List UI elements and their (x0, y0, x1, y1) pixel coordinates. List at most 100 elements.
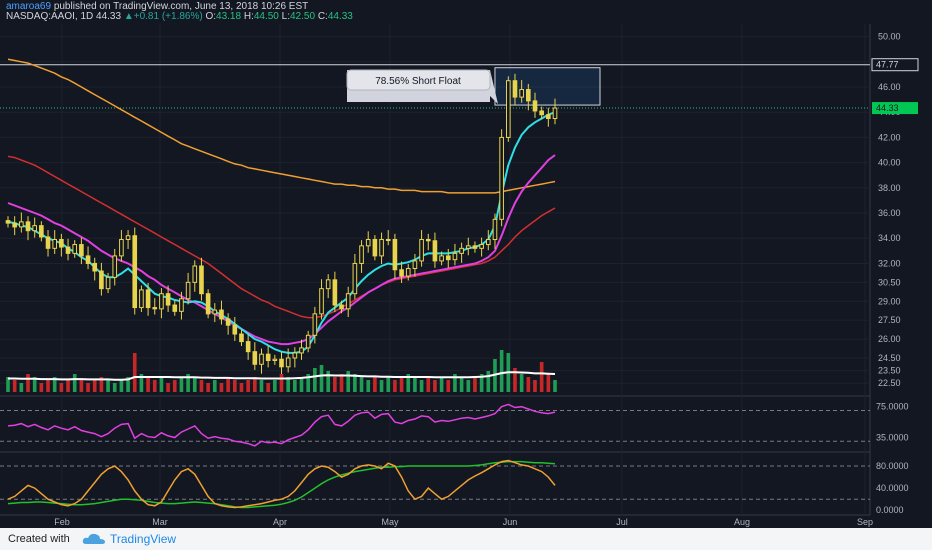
volume-bar (273, 380, 277, 392)
volume-bar (132, 353, 137, 392)
candle-body (299, 347, 304, 354)
created-with-label: Created with (8, 533, 70, 545)
time-tick-label: May (381, 517, 399, 527)
volume-bar (399, 377, 404, 392)
volume-bar (246, 380, 250, 392)
candle-body (452, 252, 458, 261)
volume-bar (413, 377, 417, 392)
volume-bar (553, 380, 557, 392)
candle-body (212, 309, 218, 315)
volume-bar (253, 377, 257, 392)
time-tick-label: Sep (857, 517, 873, 527)
price-tick-label: 29.00 (878, 296, 901, 306)
last-price-label: 44.33 (876, 103, 899, 113)
price-tick-label: 22.50 (878, 378, 901, 388)
volume-bar (139, 374, 144, 392)
ema-mid-line (7, 154, 556, 346)
price-chart[interactable]: 50.0048.0046.0044.0042.0040.0038.0036.00… (0, 0, 932, 528)
volume-bar (59, 383, 64, 392)
candle-body (339, 304, 344, 310)
volume-bar (186, 374, 190, 392)
price-tick-label: 27.50 (878, 315, 901, 325)
volume-bar (6, 377, 10, 392)
close-value: 44.33 (327, 11, 353, 22)
candle-body (45, 236, 51, 249)
time-tick-label: Jul (616, 517, 628, 527)
candle-body (85, 255, 91, 264)
price-tick-label: 23.50 (878, 366, 901, 376)
candle-body (132, 235, 138, 309)
price-tick-label: 30.50 (878, 277, 901, 287)
volume-bar (112, 383, 117, 392)
price-tick-label: 32.00 (878, 258, 901, 268)
volume-bar (379, 380, 384, 392)
candle-body (112, 255, 118, 278)
low-label: L: (281, 11, 290, 22)
volume-bar (239, 383, 244, 392)
candle-body (192, 265, 198, 283)
candle-body (19, 221, 24, 228)
volume-bar (259, 380, 264, 392)
rsi-line (7, 403, 556, 447)
high-label: H: (243, 11, 254, 22)
up-arrow-icon: ▲ (123, 11, 134, 22)
candle-body (292, 352, 298, 359)
candle-body (499, 136, 504, 220)
candle-body (512, 80, 518, 98)
volume-bar (326, 371, 331, 392)
volume-bar (66, 380, 70, 392)
level-price-label: 47.77 (876, 60, 899, 70)
candle-body (359, 245, 364, 264)
candle-body (105, 276, 111, 290)
volume-bar (159, 377, 164, 392)
price-tick-label: 38.00 (878, 183, 901, 193)
high-value: 44.50 (253, 11, 279, 22)
candle-body (352, 262, 358, 295)
volume-bar (499, 350, 504, 392)
volume-ma-line (8, 371, 556, 381)
candle-body (432, 240, 438, 262)
volume-bar (199, 380, 204, 392)
candle-body (172, 304, 178, 312)
price-change: +0.81 (+1.86%) (133, 11, 203, 22)
volume-bar (192, 377, 197, 392)
volume-bar (26, 374, 30, 392)
candle-body (225, 318, 231, 326)
volume-bar (152, 380, 157, 392)
candle-body (505, 80, 511, 138)
candle-body (412, 260, 418, 269)
candle-body (12, 222, 17, 228)
candle-body (199, 265, 204, 295)
volume-bar (106, 380, 110, 392)
volume-bar (533, 380, 537, 392)
volume-bar (212, 380, 217, 392)
volume-bar (386, 377, 391, 392)
candle-body (552, 107, 558, 120)
candle-body (265, 353, 271, 361)
candle-body (539, 110, 544, 116)
candle-body (325, 279, 331, 290)
volume-bar (313, 368, 317, 392)
stoch-d-line (7, 460, 556, 509)
footer-bar: Created with TradingView (0, 528, 932, 550)
price-tick-label: 26.00 (878, 334, 901, 344)
candle-body (239, 333, 244, 343)
volume-bar (346, 371, 351, 392)
ma-orange-line (7, 58, 556, 194)
volume-bar (299, 377, 304, 392)
author-link[interactable]: amaroa69 (6, 1, 52, 12)
volume-bar (179, 377, 184, 392)
candle-body (119, 239, 124, 257)
candle-body (532, 100, 538, 112)
candle-body (459, 247, 464, 254)
candle-body (272, 358, 278, 361)
candle-body (245, 341, 251, 353)
volume-bar (419, 380, 424, 392)
volume-bar (99, 377, 104, 392)
candle-body (419, 239, 424, 262)
candle-body (39, 225, 44, 238)
candle-body (65, 246, 71, 254)
candle-body (219, 309, 224, 320)
tradingview-brand[interactable]: TradingView (110, 532, 177, 546)
volume-bar (353, 374, 357, 392)
